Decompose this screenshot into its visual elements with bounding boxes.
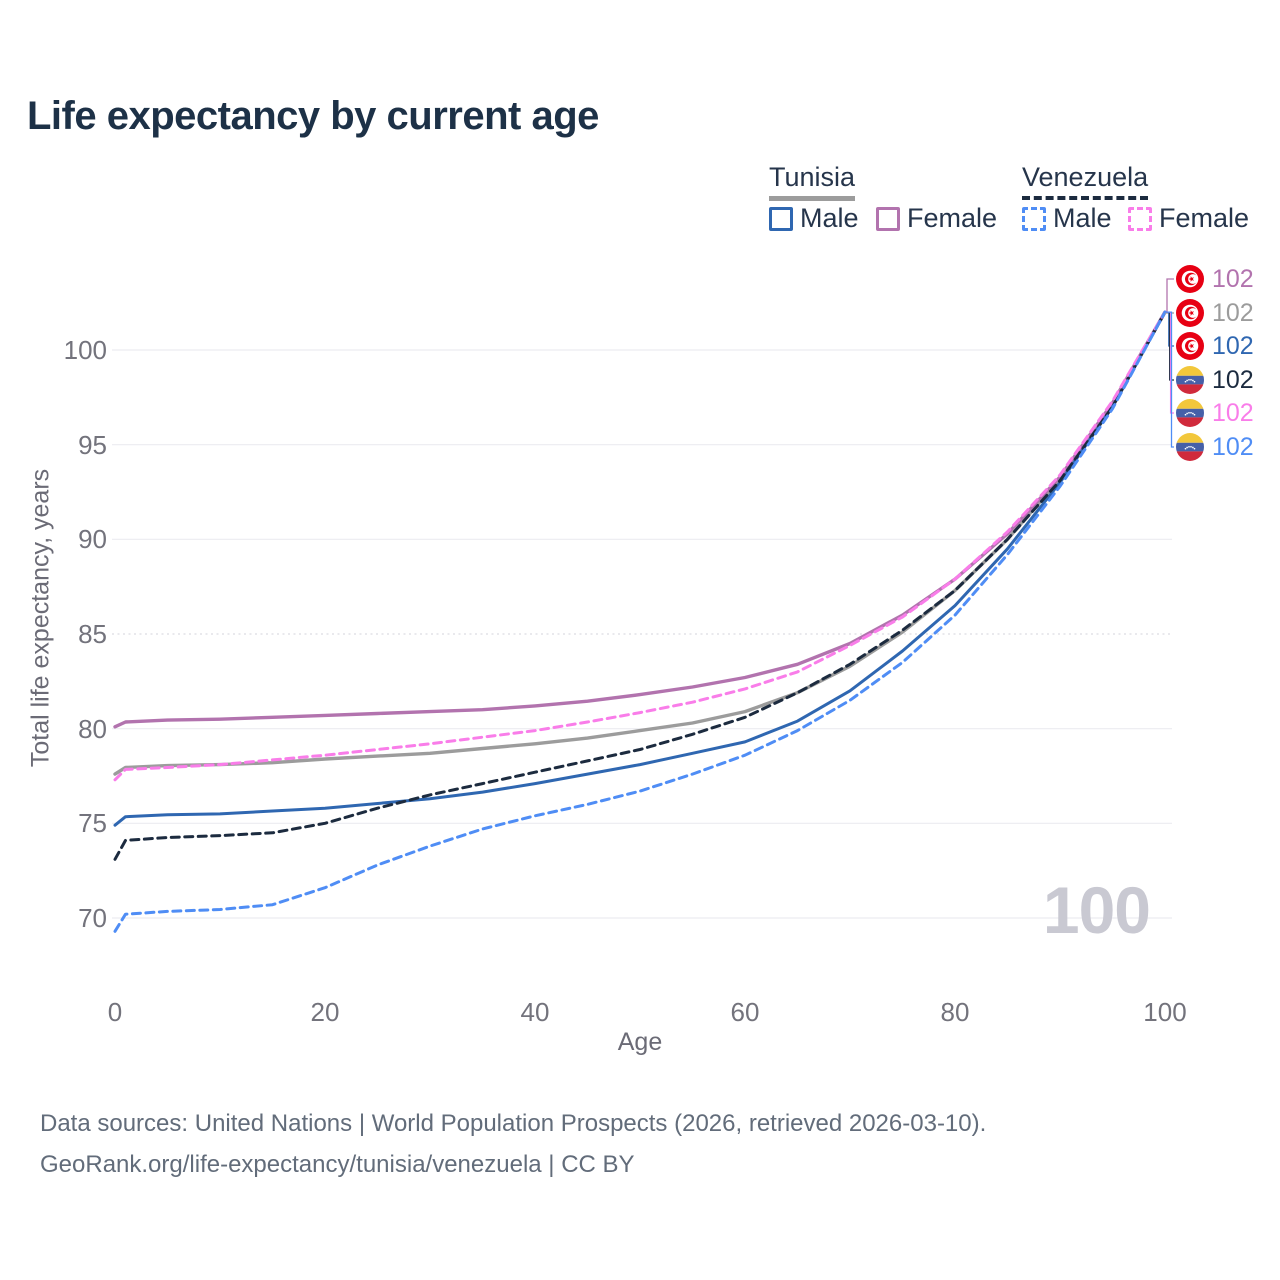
end-value-tunisia-male: 102 <box>1212 332 1254 360</box>
tunisia-flag <box>1176 299 1204 327</box>
x-tick-40: 40 <box>520 997 550 1027</box>
venezuela-flag <box>1176 366 1204 394</box>
legend-label: Female <box>1159 203 1250 233</box>
footer: Data sources: United Nations | World Pop… <box>40 1103 986 1185</box>
end-label-connector <box>1165 278 1174 313</box>
end-value-tunisia-female: 102 <box>1212 265 1254 293</box>
tunisia-flag <box>1176 332 1204 360</box>
venezuela-flag-icon <box>1176 366 1204 394</box>
x-axis-title: Age <box>617 1028 663 1056</box>
tunisia-flag-icon <box>1176 332 1204 360</box>
legend-item-venezuela-male[interactable]: Male <box>1022 203 1112 234</box>
footer-attribution-line: GeoRank.org/life-expectancy/tunisia/vene… <box>40 1151 635 1178</box>
legend-item-tunisia-male[interactable]: Male <box>769 203 859 234</box>
tunisia-male-swatch-icon <box>769 206 793 231</box>
legend-label: Male <box>800 203 859 233</box>
y-axis-title: Total life expectancy, years <box>26 468 55 768</box>
footer-sources-line: Data sources: United Nations | World Pop… <box>40 1110 987 1137</box>
series-line-tunisia-female <box>113 310 1167 729</box>
x-tick-0: 0 <box>107 997 123 1027</box>
legend-item-venezuela-female[interactable]: Female <box>1128 203 1249 234</box>
end-value-venezuela-female: 102 <box>1212 399 1254 427</box>
x-tick-60: 60 <box>730 997 760 1027</box>
tunisia-flag-icon <box>1176 265 1204 293</box>
series-line-tunisia-male <box>113 310 1167 827</box>
watermark-age-100: 100 <box>1042 873 1151 947</box>
y-tick-100: 100 <box>63 335 107 365</box>
venezuela-flag-icon <box>1176 399 1204 427</box>
legend-label: Male <box>1053 203 1112 233</box>
end-value-tunisia-both-sexes-: 102 <box>1212 299 1254 327</box>
tunisia-female-swatch-icon <box>876 206 900 231</box>
x-tick-100: 100 <box>1143 997 1187 1027</box>
series-line-venezuela-female <box>113 310 1167 782</box>
y-tick-85: 85 <box>78 619 107 649</box>
legend-group-venezuela: Venezuela <box>1022 162 1149 200</box>
series-line-venezuela-both-sexes- <box>113 310 1167 861</box>
series-line-tunisia-both-sexes- <box>113 310 1167 776</box>
venezuela-male-swatch-icon <box>1022 206 1046 231</box>
y-tick-70: 70 <box>78 903 107 933</box>
legend-item-tunisia-female[interactable]: Female <box>876 203 997 234</box>
venezuela-flag-icon <box>1176 433 1204 461</box>
tunisia-flag <box>1176 265 1204 293</box>
series-line-venezuela-male <box>113 310 1167 933</box>
x-tick-80: 80 <box>940 997 970 1027</box>
venezuela-female-swatch-icon <box>1128 206 1152 231</box>
page-title: Life expectancy by current age <box>27 94 599 138</box>
x-tick-20: 20 <box>310 997 340 1027</box>
y-tick-95: 95 <box>78 429 107 460</box>
tunisia-flag-icon <box>1176 299 1204 327</box>
venezuela-flag <box>1176 433 1204 461</box>
venezuela-flag <box>1176 399 1204 427</box>
legend-label: Female <box>907 203 998 233</box>
end-value-venezuela-male: 102 <box>1212 433 1254 461</box>
legend-group-tunisia: Tunisia <box>769 162 856 201</box>
y-tick-75: 75 <box>78 808 107 839</box>
y-tick-80: 80 <box>78 713 107 744</box>
end-label-connector <box>1165 311 1174 448</box>
y-tick-90: 90 <box>78 524 107 555</box>
end-value-venezuela-both-sexes-: 102 <box>1212 366 1254 394</box>
